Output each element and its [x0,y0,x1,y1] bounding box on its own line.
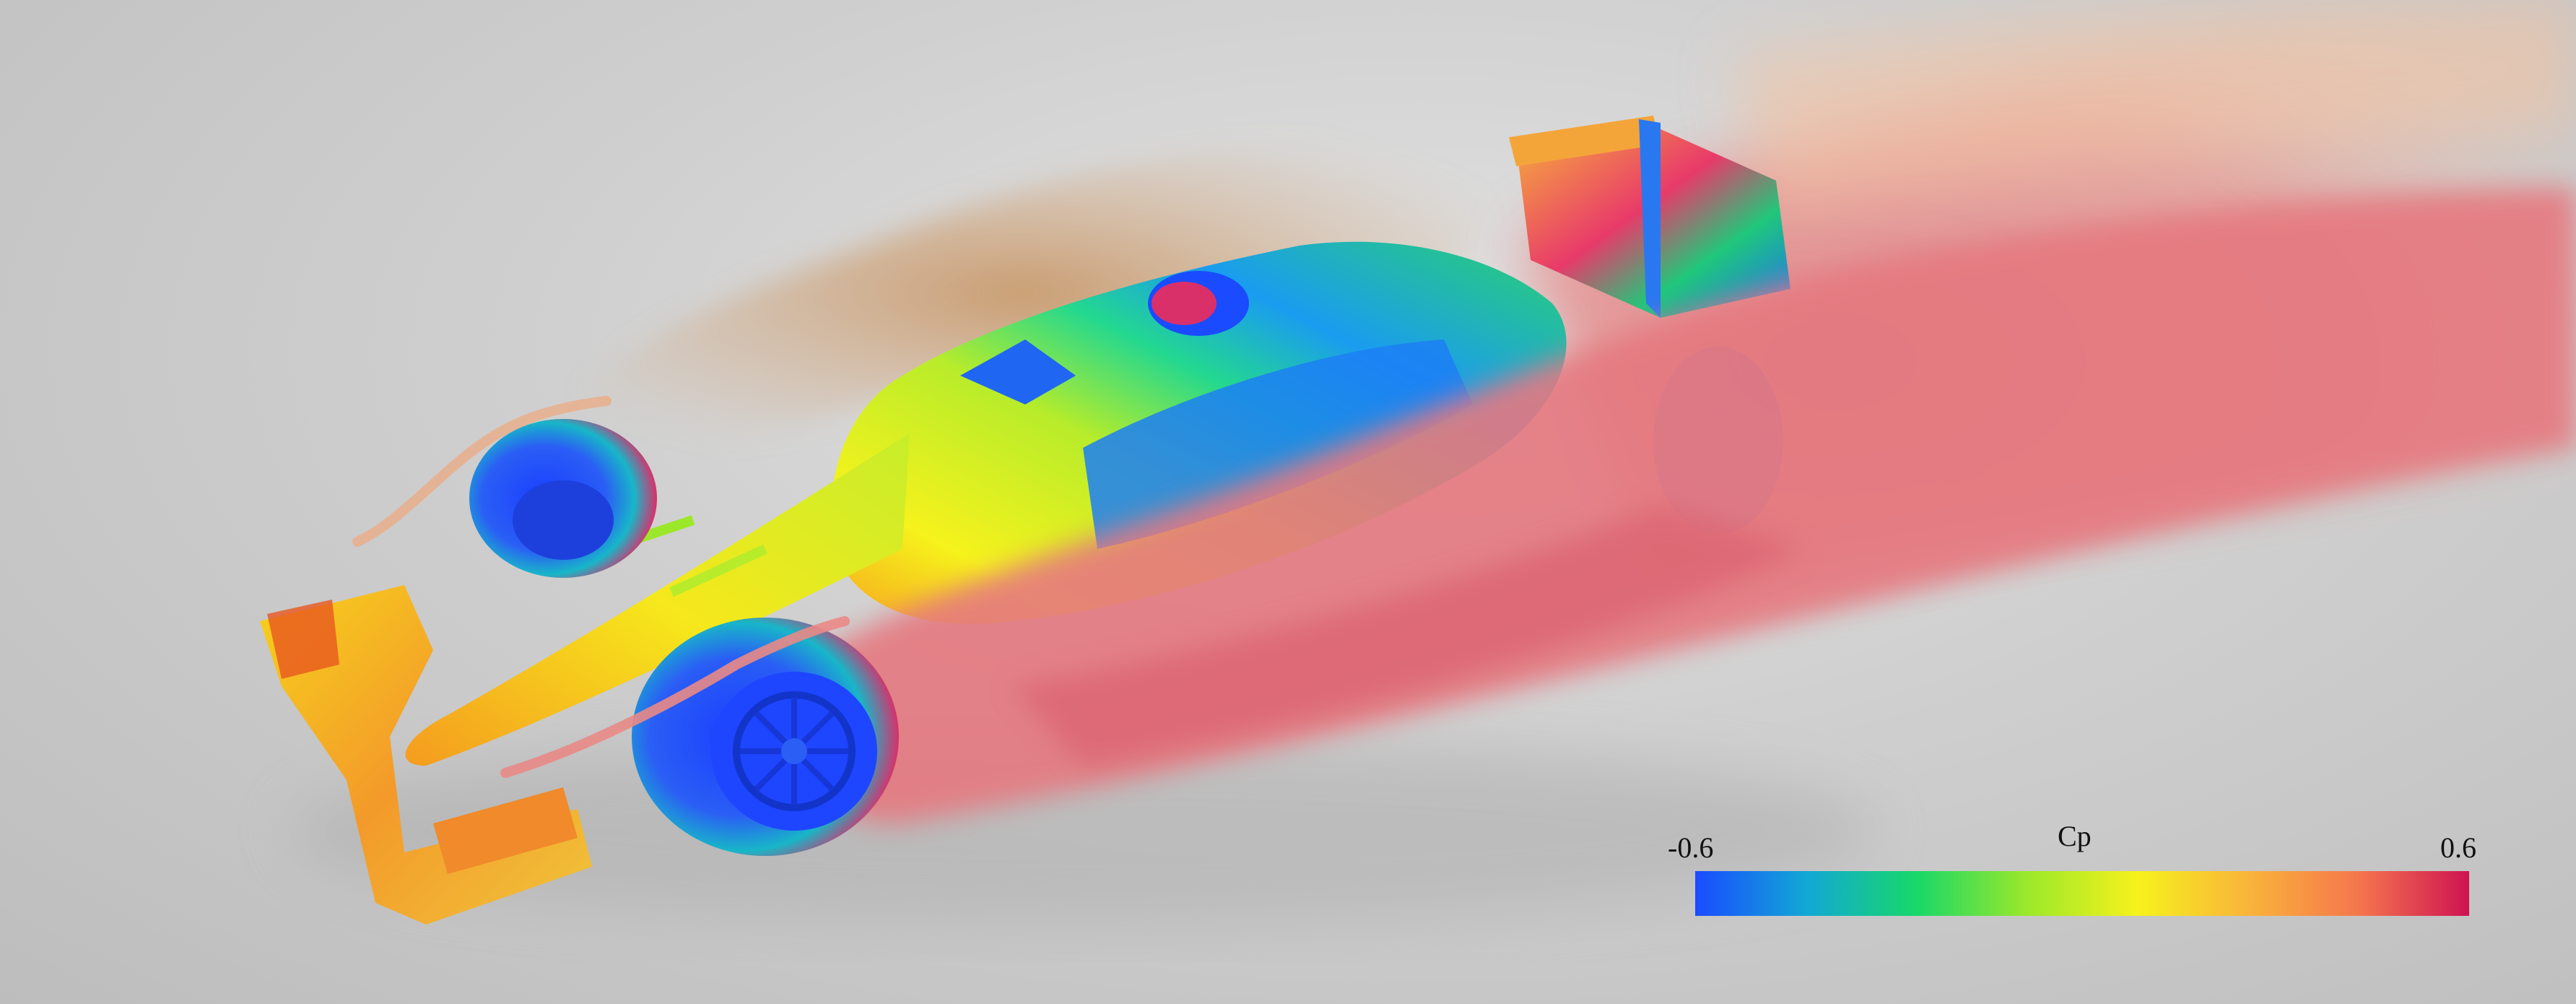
colorbar-min-label: -0.6 [1668,831,1714,864]
colorbar-legend: Cp -0.6 0.6 [1668,816,2498,932]
rear-left-wheel [469,419,657,578]
front-wing [260,585,592,925]
colorbar-max-label: 0.6 [2440,831,2476,864]
front-left-wheel [632,618,899,856]
colorbar-gradient [1695,871,2469,916]
rear-wing [1509,116,1790,318]
car-body [405,241,1567,766]
colorbar-title: Cp [2058,820,2092,852]
